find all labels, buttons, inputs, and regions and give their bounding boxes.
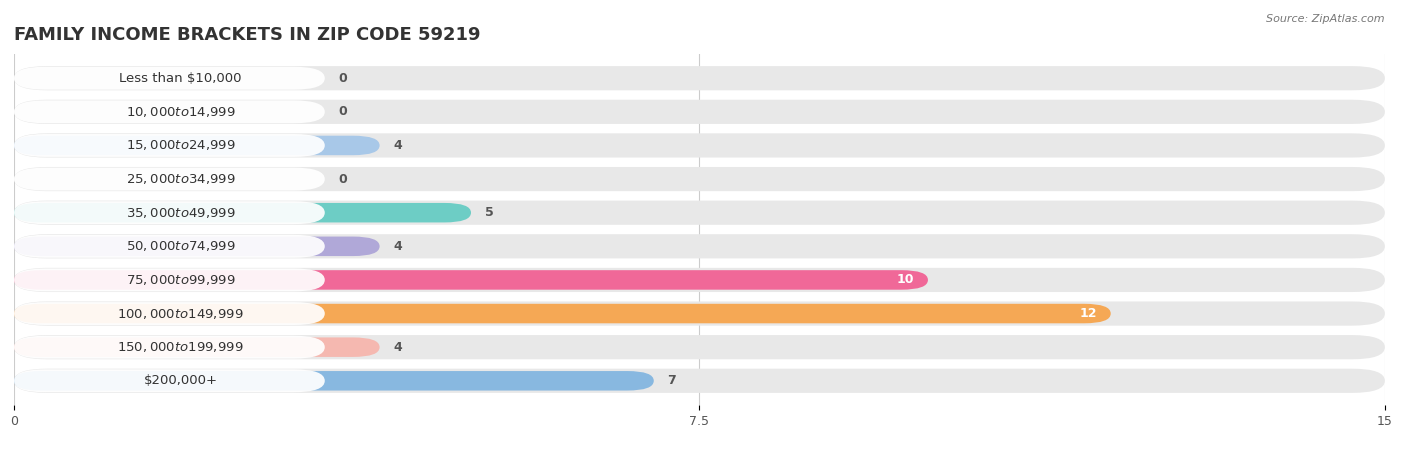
Text: $150,000 to $199,999: $150,000 to $199,999 bbox=[117, 340, 243, 354]
Text: $15,000 to $24,999: $15,000 to $24,999 bbox=[125, 139, 235, 153]
FancyBboxPatch shape bbox=[14, 235, 325, 258]
FancyBboxPatch shape bbox=[14, 369, 1385, 393]
FancyBboxPatch shape bbox=[14, 371, 654, 391]
Text: $35,000 to $49,999: $35,000 to $49,999 bbox=[125, 206, 235, 220]
FancyBboxPatch shape bbox=[14, 203, 471, 222]
Text: 4: 4 bbox=[394, 240, 402, 253]
FancyBboxPatch shape bbox=[14, 136, 380, 155]
Text: $10,000 to $14,999: $10,000 to $14,999 bbox=[125, 105, 235, 119]
FancyBboxPatch shape bbox=[14, 66, 1385, 90]
Text: $200,000+: $200,000+ bbox=[143, 374, 218, 387]
Text: Source: ZipAtlas.com: Source: ZipAtlas.com bbox=[1267, 14, 1385, 23]
FancyBboxPatch shape bbox=[14, 201, 325, 224]
FancyBboxPatch shape bbox=[14, 237, 380, 256]
Text: 5: 5 bbox=[485, 206, 494, 219]
FancyBboxPatch shape bbox=[14, 133, 1385, 158]
FancyBboxPatch shape bbox=[14, 201, 1385, 225]
Text: 0: 0 bbox=[339, 105, 347, 118]
FancyBboxPatch shape bbox=[14, 302, 325, 325]
FancyBboxPatch shape bbox=[14, 100, 325, 123]
Text: 4: 4 bbox=[394, 341, 402, 354]
Text: 7: 7 bbox=[668, 374, 676, 387]
Text: FAMILY INCOME BRACKETS IN ZIP CODE 59219: FAMILY INCOME BRACKETS IN ZIP CODE 59219 bbox=[14, 26, 481, 44]
FancyBboxPatch shape bbox=[14, 270, 928, 290]
Text: $25,000 to $34,999: $25,000 to $34,999 bbox=[125, 172, 235, 186]
FancyBboxPatch shape bbox=[14, 134, 325, 157]
FancyBboxPatch shape bbox=[14, 67, 325, 90]
FancyBboxPatch shape bbox=[14, 100, 1385, 124]
FancyBboxPatch shape bbox=[14, 167, 1385, 191]
Text: 12: 12 bbox=[1080, 307, 1097, 320]
FancyBboxPatch shape bbox=[14, 269, 325, 291]
FancyBboxPatch shape bbox=[14, 234, 1385, 258]
Text: 0: 0 bbox=[339, 172, 347, 185]
FancyBboxPatch shape bbox=[14, 335, 1385, 359]
Text: 0: 0 bbox=[339, 72, 347, 85]
FancyBboxPatch shape bbox=[14, 168, 325, 190]
Text: 4: 4 bbox=[394, 139, 402, 152]
Text: $75,000 to $99,999: $75,000 to $99,999 bbox=[125, 273, 235, 287]
Text: $50,000 to $74,999: $50,000 to $74,999 bbox=[125, 239, 235, 253]
FancyBboxPatch shape bbox=[14, 369, 325, 392]
Text: Less than $10,000: Less than $10,000 bbox=[120, 72, 242, 85]
FancyBboxPatch shape bbox=[14, 302, 1385, 326]
FancyBboxPatch shape bbox=[14, 338, 380, 357]
Text: $100,000 to $149,999: $100,000 to $149,999 bbox=[117, 306, 243, 320]
FancyBboxPatch shape bbox=[14, 268, 1385, 292]
FancyBboxPatch shape bbox=[14, 336, 325, 359]
Text: 10: 10 bbox=[897, 274, 914, 287]
FancyBboxPatch shape bbox=[14, 304, 1111, 323]
